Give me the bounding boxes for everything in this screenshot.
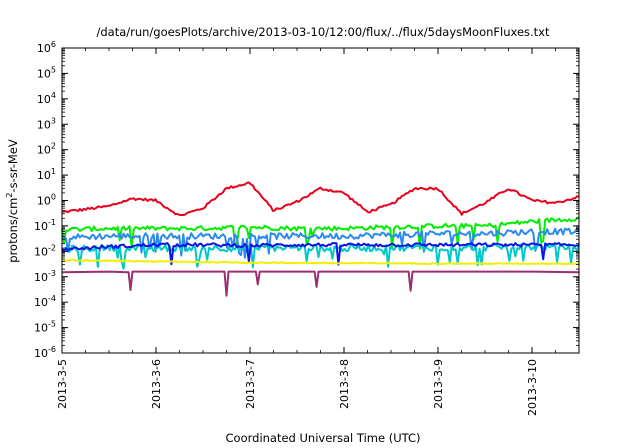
y-tick-label: 10-3 bbox=[34, 269, 56, 284]
y-tick-label: 100 bbox=[37, 193, 56, 208]
y-tick-exponent: 4 bbox=[51, 91, 56, 100]
y-tick-label: 105 bbox=[37, 65, 56, 80]
y-tick-label: 104 bbox=[37, 91, 56, 106]
series-layer bbox=[61, 181, 580, 297]
y-tick-base: 10 bbox=[37, 144, 51, 157]
series-line bbox=[61, 227, 580, 260]
y-tick-base: 10 bbox=[37, 195, 51, 208]
y-axis-label: protons/cm2-s-sr-MeV bbox=[5, 139, 20, 263]
y-tick-label: 106 bbox=[37, 40, 56, 55]
y-tick-exponent: -2 bbox=[48, 243, 56, 252]
y-tick-label: 10-6 bbox=[34, 345, 56, 360]
y-tick-exponent: 6 bbox=[51, 40, 56, 49]
x-axis-ticks: 2013-3-5 2013-3-6 2013-3-7 2013-3-8 2013-3-9… bbox=[56, 48, 580, 416]
y-tick-exponent: -6 bbox=[48, 345, 56, 354]
x-axis-label: Coordinated Universal Time (UTC) bbox=[226, 431, 421, 445]
x-tick-label: 2013-3-5 bbox=[56, 359, 69, 409]
y-tick-label: 10-4 bbox=[34, 294, 56, 309]
y-tick-base: 10 bbox=[37, 118, 51, 131]
y-tick-base: 10 bbox=[34, 245, 48, 258]
x-tick-label: 2013-3-8 bbox=[338, 359, 351, 409]
y-tick-exponent: -1 bbox=[48, 218, 56, 227]
y-tick-base: 10 bbox=[34, 322, 48, 335]
y-tick-base: 10 bbox=[34, 296, 48, 309]
y-axis-label-prefix: protons/cm bbox=[6, 198, 20, 263]
y-tick-label: 101 bbox=[37, 167, 56, 182]
y-tick-label: 10-5 bbox=[34, 320, 56, 335]
y-tick-base: 10 bbox=[37, 67, 51, 80]
y-axis-ticks: 10-610-510-410-310-210-11001011021031041… bbox=[34, 40, 579, 360]
y-tick-exponent: -5 bbox=[48, 320, 56, 329]
y-tick-exponent: -3 bbox=[48, 269, 56, 278]
y-tick-base: 10 bbox=[34, 347, 48, 360]
chart-title: /data/run/goesPlots/archive/2013-03-10/1… bbox=[96, 25, 550, 39]
y-tick-base: 10 bbox=[34, 271, 48, 284]
y-tick-base: 10 bbox=[37, 93, 51, 106]
y-axis-label-superscript: 2 bbox=[5, 193, 14, 198]
y-tick-base: 10 bbox=[37, 169, 51, 182]
y-tick-exponent: -4 bbox=[48, 294, 56, 303]
series-line bbox=[61, 270, 580, 297]
y-tick-exponent: 3 bbox=[51, 116, 56, 125]
y-tick-base: 10 bbox=[34, 220, 48, 233]
y-tick-base: 10 bbox=[37, 42, 51, 55]
series-line bbox=[61, 181, 580, 217]
x-tick-label: 2013-3-10 bbox=[526, 359, 539, 416]
y-axis-label-suffix: -s-sr-MeV bbox=[6, 139, 20, 192]
series-line bbox=[61, 216, 580, 250]
y-tick-exponent: 0 bbox=[51, 193, 56, 202]
y-tick-exponent: 1 bbox=[51, 167, 56, 176]
y-tick-label: 10-1 bbox=[34, 218, 56, 233]
y-tick-label: 10-2 bbox=[34, 243, 56, 258]
series-line bbox=[61, 258, 580, 265]
y-tick-exponent: 5 bbox=[51, 65, 56, 74]
x-tick-label: 2013-3-6 bbox=[150, 359, 163, 409]
y-tick-label: 102 bbox=[37, 142, 56, 157]
series-line bbox=[61, 242, 580, 266]
x-tick-label: 2013-3-9 bbox=[432, 359, 445, 409]
y-tick-exponent: 2 bbox=[51, 142, 56, 151]
y-tick-label: 103 bbox=[37, 116, 56, 131]
x-tick-label: 2013-3-7 bbox=[244, 359, 257, 409]
